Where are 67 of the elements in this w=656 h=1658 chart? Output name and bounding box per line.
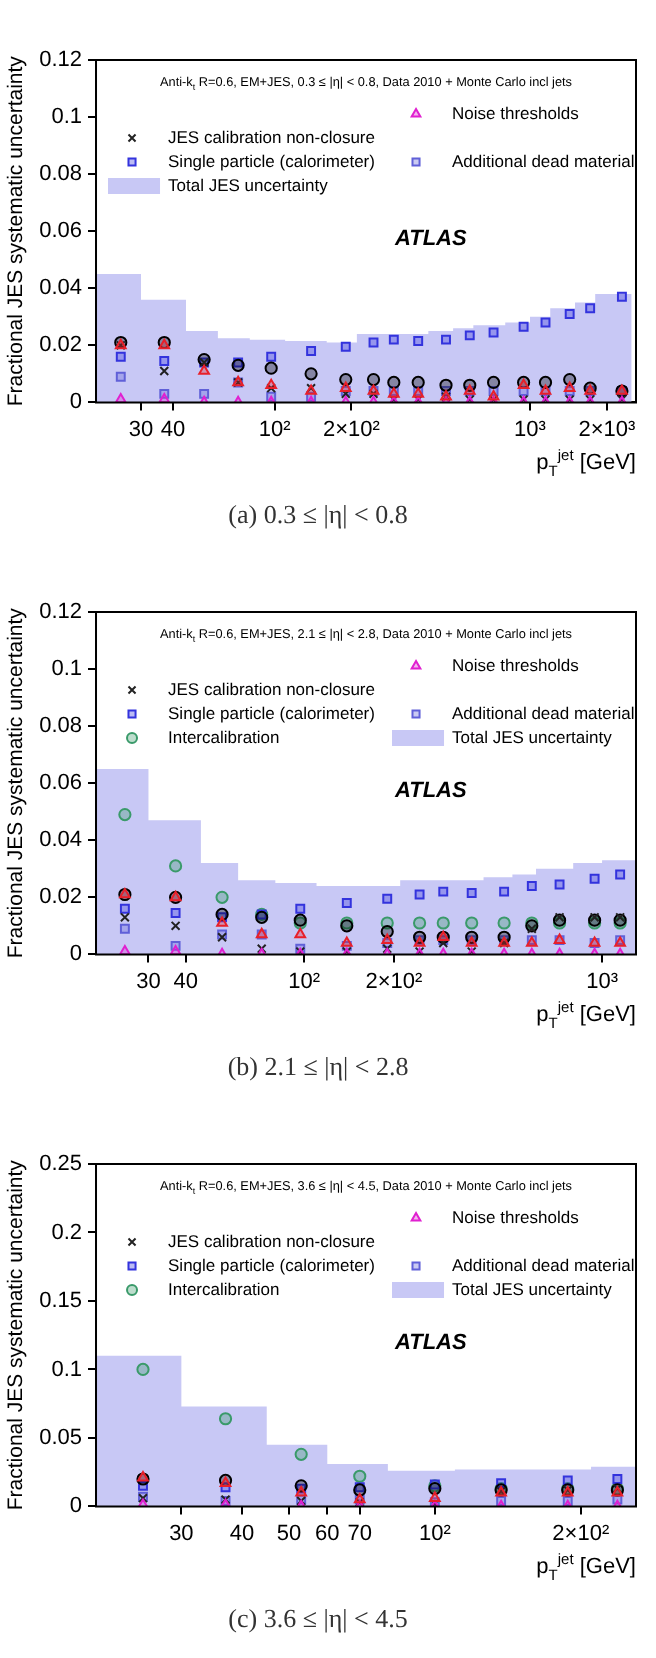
annotation: ATLAS bbox=[392, 778, 468, 803]
y-tick-label: 0 bbox=[69, 1494, 83, 1519]
y-tick-label: 0 bbox=[69, 942, 83, 967]
x-tick-label: 2×10² bbox=[323, 417, 381, 442]
x-tick-label: 10² bbox=[258, 417, 292, 442]
legend-label: Intercalibration bbox=[168, 726, 281, 747]
x-tick-label: 2×10³ bbox=[578, 417, 636, 442]
y-tick-label: 0.12 bbox=[39, 600, 83, 625]
legend-label: JES calibration non-closure bbox=[168, 678, 376, 699]
x-tick-label: 30 bbox=[169, 1521, 194, 1546]
x-axis-title: p$_{T}$$^{jet}$ [GeV] bbox=[536, 996, 636, 1037]
legend-label: Additional dead material bbox=[452, 702, 635, 723]
legend-label: Total JES uncertainty bbox=[452, 1278, 614, 1299]
legend-label: Noise thresholds bbox=[452, 654, 579, 675]
text: (c) 3.6 ≤ |η| < 4.5 bbox=[228, 1603, 408, 1634]
legend-label: Noise thresholds bbox=[452, 102, 579, 123]
legend-label: Additional dead material bbox=[452, 150, 635, 171]
x-tick-label: 60 bbox=[315, 1521, 340, 1546]
legend-label: JES calibration non-closure bbox=[168, 1230, 376, 1251]
y-tick-label: 0.25 bbox=[39, 1152, 83, 1177]
legend-label: JES calibration non-closure bbox=[168, 126, 376, 147]
x-tick-label: 30 bbox=[128, 417, 154, 442]
legend-label: Intercalibration bbox=[168, 1278, 281, 1299]
text: (b) 2.1 ≤ |η| < 2.8 bbox=[227, 1051, 409, 1082]
legend-label: Total JES uncertainty bbox=[452, 726, 614, 747]
annotation: ATLAS bbox=[392, 226, 468, 251]
x-tick-label: 2×10² bbox=[365, 969, 423, 994]
annotation: ATLAS bbox=[392, 1330, 468, 1355]
y-axis-title: Fractional JES systematic uncertainty bbox=[4, 1158, 29, 1511]
x-tick-label: 2×10² bbox=[552, 1521, 610, 1546]
legend-label: Single particle (calorimeter) bbox=[168, 702, 376, 723]
x-tick-label: 30 bbox=[136, 969, 161, 994]
y-tick-label: 0.15 bbox=[39, 1289, 83, 1314]
y-tick-label: 0.1 bbox=[51, 1357, 83, 1382]
legend-label: Single particle (calorimeter) bbox=[168, 150, 376, 171]
x-tick-label: 10³ bbox=[586, 969, 619, 994]
y-tick-label: 0.1 bbox=[51, 105, 83, 130]
y-tick-label: 0.06 bbox=[39, 219, 83, 244]
x-tick-label: 10² bbox=[418, 1521, 452, 1546]
x-tick-label: 40 bbox=[173, 969, 198, 994]
y-axis-title: Fractional JES systematic uncertainty bbox=[4, 606, 29, 959]
x-axis-title: p$_{T}$$^{jet}$ [GeV] bbox=[536, 1548, 636, 1589]
y-axis-title: Fractional JES systematic uncertainty bbox=[4, 54, 29, 407]
legend-label: Total JES uncertainty bbox=[168, 174, 330, 195]
x-tick-label: 10² bbox=[288, 969, 321, 994]
legend-label: Single particle (calorimeter) bbox=[168, 1254, 376, 1275]
x-tick-label: 70 bbox=[347, 1521, 372, 1546]
x-tick-label: 10³ bbox=[514, 417, 547, 442]
x-tick-label: 40 bbox=[229, 1521, 255, 1546]
y-tick-label: 0.05 bbox=[39, 1425, 83, 1450]
y-tick-label: 0.06 bbox=[39, 771, 83, 796]
x-axis-title: p$_{T}$$^{jet}$ [GeV] bbox=[536, 444, 636, 485]
x-tick-label: 50 bbox=[276, 1521, 302, 1546]
y-tick-label: 0.08 bbox=[39, 162, 83, 187]
text: (a) 0.3 ≤ |η| < 0.8 bbox=[228, 499, 408, 530]
y-tick-label: 0.1 bbox=[51, 657, 83, 682]
x-tick-label: 40 bbox=[160, 417, 186, 442]
y-tick-label: 0.2 bbox=[51, 1220, 83, 1245]
y-tick-label: 0.04 bbox=[39, 828, 83, 853]
y-tick-label: 0.02 bbox=[39, 333, 83, 358]
legend-label: Noise thresholds bbox=[452, 1206, 579, 1227]
legend-label: Additional dead material bbox=[452, 1254, 635, 1275]
y-tick-label: 0 bbox=[69, 390, 83, 415]
y-tick-label: 0.08 bbox=[39, 714, 83, 739]
y-tick-label: 0.02 bbox=[39, 885, 83, 910]
y-tick-label: 0.04 bbox=[39, 276, 83, 301]
y-tick-label: 0.12 bbox=[39, 48, 83, 73]
